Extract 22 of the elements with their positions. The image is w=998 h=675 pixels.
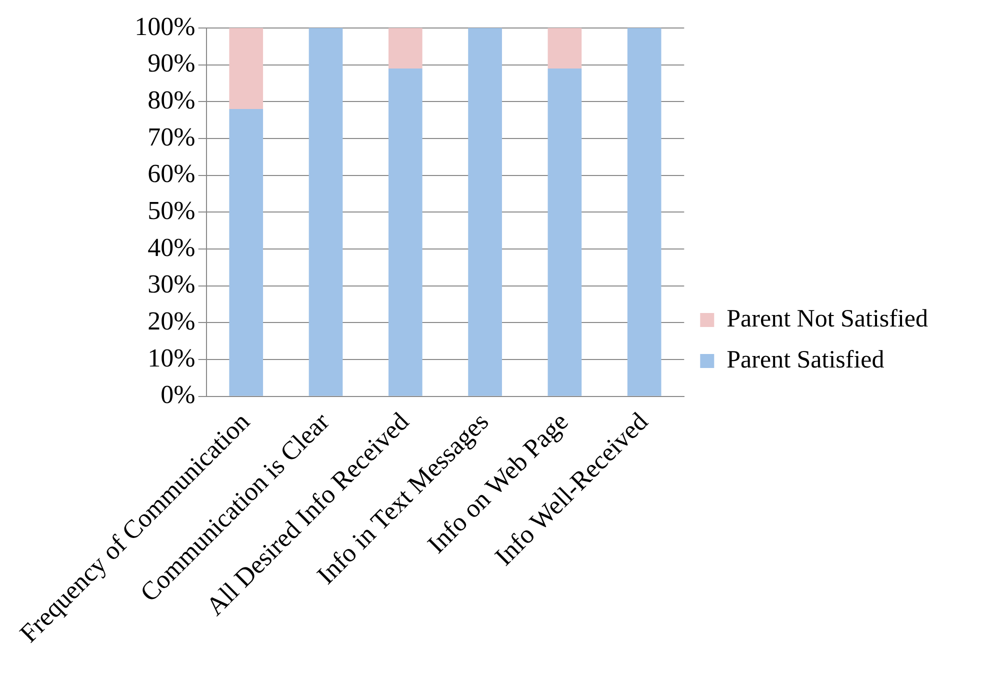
bar <box>308 28 343 396</box>
y-tick-label: 40% <box>148 232 196 262</box>
y-tick-label: 90% <box>148 48 196 78</box>
y-tick-label: 20% <box>148 306 196 336</box>
legend-label: Parent Not Satisfied <box>726 306 928 333</box>
legend-label: Parent Satisfied <box>726 346 885 374</box>
bar <box>229 28 264 110</box>
y-tick-label: 50% <box>148 196 196 226</box>
y-tick-label: 100% <box>134 12 196 41</box>
bar <box>548 28 582 69</box>
y-tick-label: 10% <box>148 343 196 372</box>
y-tick-label: 70% <box>148 122 196 152</box>
bar <box>388 28 422 69</box>
bar <box>548 68 582 396</box>
bar <box>627 28 662 396</box>
y-tick-label: 60% <box>148 159 196 188</box>
bar <box>229 109 264 396</box>
bar <box>468 28 502 396</box>
y-tick-label: 30% <box>148 270 196 299</box>
y-tick-label: 80% <box>148 86 196 114</box>
y-tick-label: 0% <box>160 380 196 410</box>
bar <box>388 68 422 396</box>
